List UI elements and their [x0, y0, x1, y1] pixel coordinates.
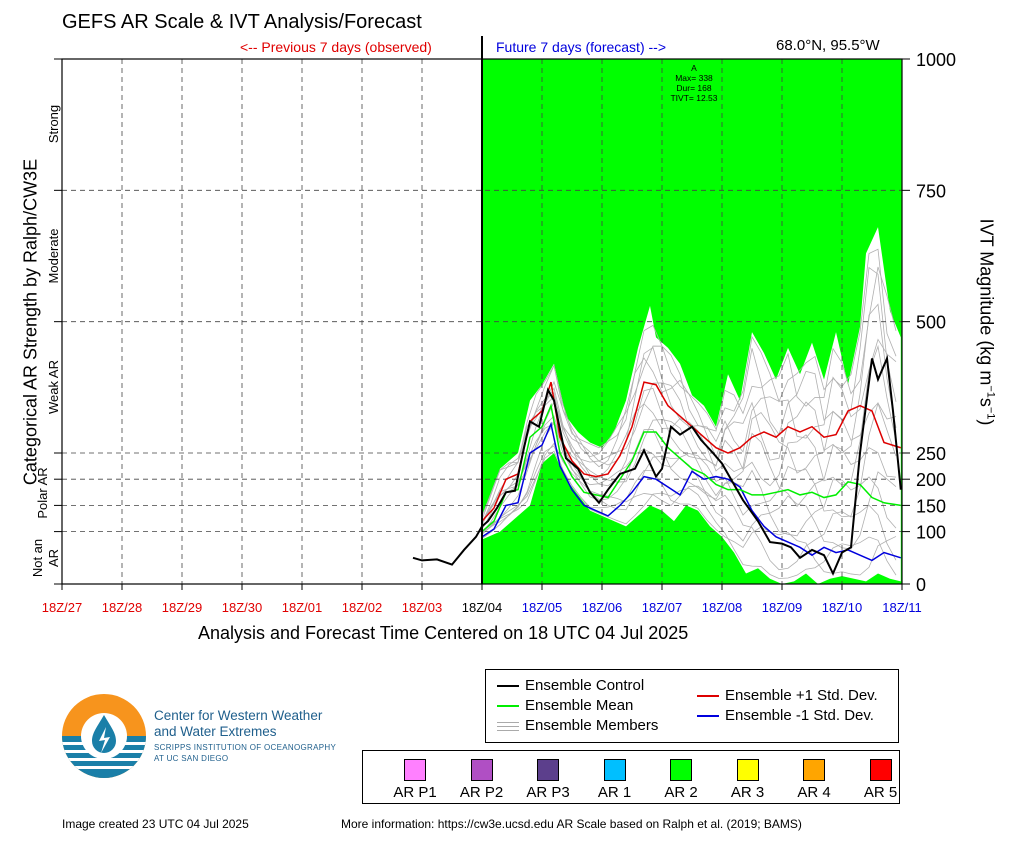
x-tick-label: 18Z/04 — [462, 600, 502, 615]
ensemble-members-band — [481, 227, 901, 584]
members-envelope — [482, 227, 901, 584]
series-ensemble-control — [412, 354, 902, 576]
logo-text-line2: and Water Extremes — [154, 724, 277, 739]
x-tick-label: 18Z/01 — [282, 600, 322, 615]
more-info-text: More information: https://cw3e.ucsd.edu … — [341, 817, 802, 831]
right-y-axis-title: IVT Magnitude (kg m−1s−1) — [976, 218, 997, 426]
ar-scale-swatch — [803, 759, 825, 781]
previous-days-label: <-- Previous 7 days (observed) — [240, 39, 432, 55]
x-tick-label: 18Z/11 — [882, 600, 922, 615]
ar-scale-label: AR P3 — [526, 784, 570, 801]
annotation-tivt: TIVT= 12.53 — [670, 93, 718, 103]
series-legend: Ensemble Control Ensemble Mean Ensemble … — [485, 669, 899, 743]
ensemble-member-line — [481, 338, 897, 524]
ar-scale-label: AR 1 — [597, 784, 632, 801]
series-ensemble-1-std-dev — [481, 421, 902, 562]
x-tick-label: 18Z/08 — [702, 600, 742, 615]
ensemble-member-line — [481, 415, 897, 537]
x-tick-label: 18Z/05 — [522, 600, 562, 615]
future-days-label: Future 7 days (forecast) --> — [496, 39, 667, 55]
y-tick-label: 1000 — [916, 50, 956, 70]
category-not-ar: AR — [46, 548, 61, 568]
ensemble-member-line — [481, 442, 897, 571]
ensemble-member-line — [481, 266, 897, 521]
ar-scale-legend: AR P1 AR P2 AR P3 AR 1 AR 2 AR 3 AR 4 AR 5 — [362, 750, 900, 804]
category-moderate: Moderate — [46, 228, 61, 284]
x-tick-label: 18Z/02 — [342, 600, 382, 615]
ar-scale-swatch — [537, 759, 559, 781]
ar-scale-item: AR 5 — [846, 759, 916, 801]
ar-scale-item: AR P2 — [447, 759, 517, 801]
ar-scale-item: AR 4 — [779, 759, 849, 801]
x-tick-label: 18Z/29 — [162, 600, 202, 615]
ar-scale-swatch — [736, 759, 759, 781]
ar-scale-item: AR 3 — [713, 759, 783, 801]
ar-scale-label: AR P2 — [459, 784, 504, 801]
x-tick-label: 18Z/30 — [222, 600, 262, 615]
series-lines — [412, 354, 902, 576]
y-tick-label: 150 — [916, 496, 946, 516]
logo-text-line1: Center for Western Weather — [154, 708, 323, 723]
ensemble-member-line — [481, 450, 897, 576]
ar-scale-swatch — [404, 759, 426, 781]
ar-scale-item: AR P3 — [513, 759, 583, 801]
x-tick-label: 18Z/28 — [102, 600, 142, 615]
image-created-text: Image created 23 UTC 04 Jul 2025 — [62, 817, 249, 831]
ar-event-annotation: A Max= 338 Dur= 168 TIVT= 12.53 — [670, 63, 717, 103]
annotation-a: A — [691, 63, 697, 73]
ar-scale-label: AR 2 — [664, 784, 698, 801]
ar-scale-swatch — [670, 759, 692, 781]
ar-scale-swatch — [470, 759, 493, 781]
category-polar-ar: Polar AR — [35, 467, 50, 519]
logo-text-line3: SCRIPPS INSTITUTION OF OCEANOGRAPHY — [154, 743, 337, 752]
category-weak-ar: Weak AR — [46, 360, 61, 414]
ar-scale-label: AR 5 — [863, 784, 898, 801]
logo-text-line4: AT UC SAN DIEGO — [154, 754, 229, 763]
annotation-max: Max= 338 — [675, 73, 713, 83]
y-tick-label: 500 — [916, 313, 946, 333]
y-tick-label: 0 — [916, 575, 926, 595]
category-not-an: Not an — [30, 538, 45, 578]
y-tick-label: 250 — [916, 444, 946, 464]
x-tick-label: 18Z/06 — [582, 600, 622, 615]
y-tick-label: 750 — [916, 181, 946, 201]
ar-scale-swatch — [603, 759, 626, 781]
ar-scale-label: AR 4 — [797, 784, 831, 801]
ensemble-member-line — [481, 248, 897, 517]
ar-scale-label: AR 3 — [730, 784, 765, 801]
ar-scale-item: AR P1 — [380, 759, 450, 801]
chart-axes — [54, 36, 910, 590]
ar-scale-swatch — [869, 759, 892, 781]
x-axis-title: Analysis and Forecast Time Centered on 1… — [198, 623, 689, 643]
y-tick-label: 100 — [916, 523, 946, 543]
x-tick-label: 18Z/07 — [642, 600, 682, 615]
location-label: 68.0°N, 95.5°W — [776, 37, 880, 54]
x-tick-label: 18Z/09 — [762, 600, 802, 615]
category-strong: Strong — [46, 104, 61, 144]
y-tick-label: 200 — [916, 470, 946, 490]
ar-scale-item: AR 1 — [580, 759, 650, 801]
x-tick-label: 18Z/03 — [402, 600, 442, 615]
chart-grid — [62, 59, 902, 584]
x-tick-label: 18Z/10 — [822, 600, 862, 615]
chart-tick-labels: 18Z/27 18Z/28 18Z/29 18Z/30 18Z/01 18Z/02 18Z/… — [42, 50, 956, 615]
annotation-dur: Dur= 168 — [676, 83, 712, 93]
ar-scale-item: AR 2 — [646, 759, 716, 801]
cw3e-logo-icon — [62, 694, 146, 778]
ar-scale-label: AR P1 — [393, 784, 437, 801]
series-ensemble-1-std-dev — [481, 381, 902, 522]
x-tick-label: 18Z/27 — [42, 600, 82, 615]
left-y-axis-title: Categorical AR Strength by Ralph/CW3E — [20, 158, 41, 486]
chart-title: GEFS AR Scale & IVT Analysis/Forecast — [62, 11, 422, 33]
series-ensemble-mean — [481, 403, 901, 533]
